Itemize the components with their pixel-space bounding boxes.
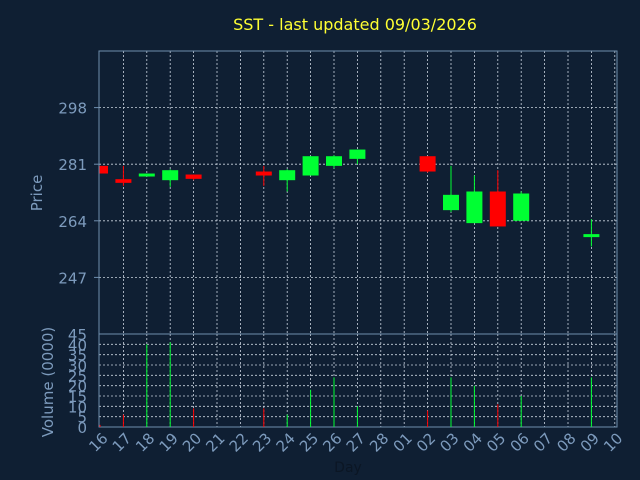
candle (489, 170, 506, 227)
volume-tick-label: 40 (68, 336, 87, 354)
candle (419, 156, 436, 173)
candle-body (302, 156, 319, 176)
candle-body (279, 170, 296, 181)
price-panel: 247 264 281 298 Price (28, 50, 618, 335)
price-axis-label: Price (28, 175, 46, 212)
candle (583, 219, 600, 247)
candle (138, 173, 155, 177)
volume-tick-label: 20 (68, 378, 87, 396)
price-tick-label: 264 (58, 213, 87, 231)
volume-tick-label: 45 (68, 326, 87, 344)
volume-plot-frame (98, 333, 618, 428)
candle (513, 191, 530, 221)
candle-body (326, 156, 342, 166)
candle-body (419, 156, 436, 172)
candle-body (255, 171, 272, 176)
candle-body (489, 191, 506, 227)
volume-bars (99, 342, 592, 427)
price-tick-label: 281 (58, 156, 87, 174)
candle (255, 165, 272, 186)
candle-body (138, 173, 155, 177)
candle-body (583, 234, 600, 238)
x-axis-label: Day (334, 460, 362, 476)
candle-body (349, 149, 366, 159)
volume-tick-label: 5 (77, 409, 87, 427)
candle (349, 149, 366, 165)
candle (466, 175, 483, 224)
candle-body (443, 194, 459, 211)
volume-tick-label: 15 (68, 388, 87, 406)
candles (99, 149, 600, 247)
candle (326, 155, 342, 169)
price-tick-label: 298 (58, 100, 87, 118)
candle (443, 165, 459, 213)
candle-body (513, 193, 530, 221)
candle-body (100, 165, 108, 174)
candle-body (162, 170, 179, 181)
volume-tick-label: 35 (68, 347, 87, 365)
chart-title: SST - last updated 09/03/2026 (233, 15, 477, 34)
candle (279, 169, 296, 192)
candle-body (466, 191, 483, 224)
candle (162, 169, 179, 187)
candle-body (115, 179, 132, 183)
volume-tick-label: 25 (68, 367, 87, 385)
candle (99, 165, 108, 174)
volume-tick-label: 0 (77, 419, 87, 437)
candle-body (185, 174, 202, 179)
volume-tick-label: 10 (68, 398, 87, 416)
price-tick-label: 247 (58, 269, 87, 287)
x-tick-labels: 1617181920212223242526272801020304050607… (85, 429, 626, 455)
price-y-ticks: 247 264 281 298 (58, 100, 99, 287)
volume-tick-label: 30 (68, 357, 87, 375)
candle (185, 174, 202, 181)
candle (115, 165, 132, 186)
volume-axis-label: Volume (0000) (39, 327, 57, 437)
candle (302, 156, 319, 176)
